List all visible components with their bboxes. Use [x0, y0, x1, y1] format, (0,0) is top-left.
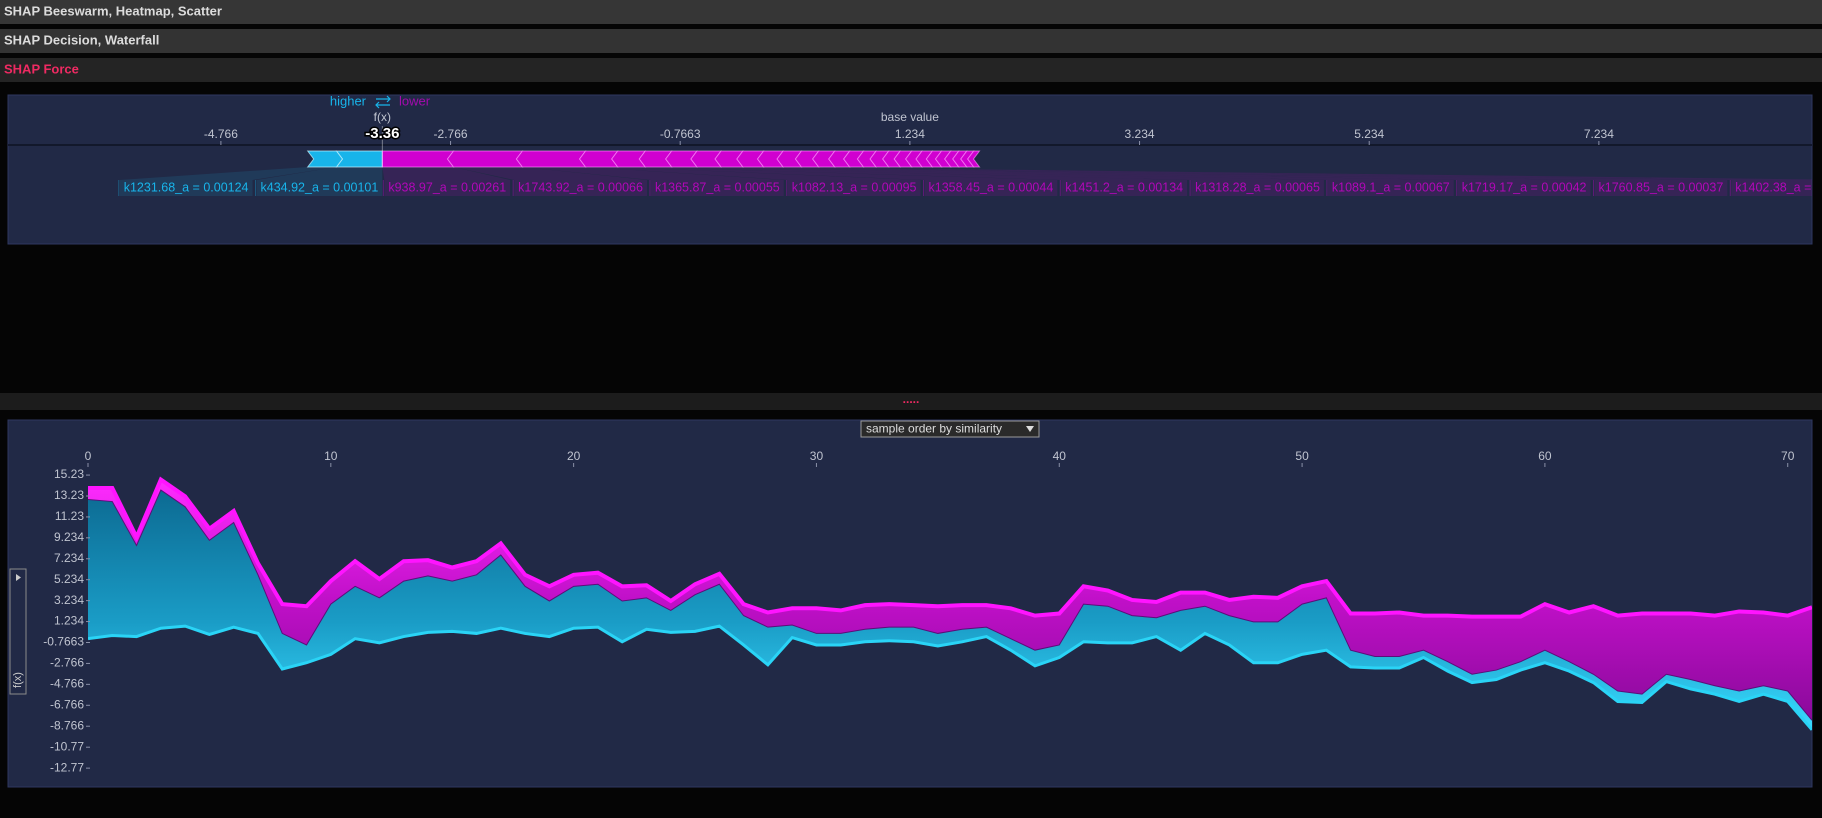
x-tick-label: -0.7663 [660, 127, 701, 141]
y-tick-label: -6.766 [50, 697, 84, 711]
tab-bar[interactable] [0, 29, 1822, 53]
feature-label: k1082.13_a = 0.00095 [792, 180, 917, 194]
legend-lower: lower [399, 93, 431, 108]
x-tick-label: 7.234 [1584, 127, 1614, 141]
x-tick-label: 3.234 [1125, 127, 1155, 141]
x-tick-label: 0 [85, 449, 92, 463]
x-tick-label: -2.766 [434, 127, 468, 141]
legend-swap-icon [375, 95, 391, 109]
y-tick-label: 11.23 [55, 509, 84, 523]
label-connector [453, 167, 647, 196]
force-segment-lower [967, 150, 981, 168]
label-connector [671, 167, 1324, 196]
label-connector [119, 167, 337, 196]
feature-labels: k434.92_a = 0.00101 k1231.68_a = 0.00124 k… [124, 180, 1822, 194]
y-tick-label: -2.766 [50, 656, 84, 670]
tab[interactable]: SHAP Beeswarm, Heatmap, Scatter [4, 3, 222, 18]
order-dropdown[interactable] [860, 420, 1040, 438]
feature-label: k1760.85_a = 0.00037 [1599, 180, 1724, 194]
force-plot: -4.766 -2.766 -0.7663 1.234 3.234 5.234 7.234 b… [118, 93, 1822, 196]
label-connector [617, 167, 1058, 196]
boundary-line [88, 489, 1812, 721]
splitter-handle[interactable]: ..... [903, 392, 920, 406]
force-panel [7, 94, 1813, 245]
label-connector [696, 167, 1454, 196]
y-tick-label: -12.77 [50, 760, 84, 774]
base-value-label: base value [881, 110, 939, 124]
feature-label: k1089.1_a = 0.00067 [1332, 180, 1450, 194]
tab[interactable]: SHAP Decision, Waterfall [4, 32, 159, 47]
feature-label: k1743.92_a = 0.00066 [518, 180, 643, 194]
label-connector [742, 167, 1728, 196]
label-connectors [118, 167, 1812, 196]
feature-label: k1402.38_a = 0.00094 [1735, 180, 1822, 194]
stacked-plot [88, 476, 1812, 731]
force-segment-higher [306, 150, 344, 168]
feature-label: k1719.17_a = 0.00042 [1462, 180, 1587, 194]
x-tick-label: 30 [810, 449, 824, 463]
x-tick-label: 1.234 [895, 127, 925, 141]
y-tick-label: 9.234 [54, 530, 84, 544]
stacked-axes: 0 10 20 30 40 50 60 70 15.23 13.23 11.23 9.234 7.234… [43, 449, 1794, 774]
dropdown-arrow[interactable] [1026, 426, 1034, 432]
label-connector [256, 167, 383, 196]
tab-active[interactable]: SHAP Force [4, 61, 79, 76]
force-segment-lower [381, 150, 455, 168]
y-tick-label: 5.234 [54, 572, 84, 586]
force-bars [306, 150, 981, 168]
y-tick-label: 1.234 [54, 614, 84, 628]
y-tick-label: -8.766 [50, 718, 84, 732]
y-tick-label: -10.77 [50, 739, 84, 753]
y-tick-label: 13.23 [54, 488, 84, 502]
output-value: -3.36 [365, 125, 399, 142]
selector-arrow[interactable] [16, 574, 21, 581]
label-connector [522, 167, 784, 196]
force-segment-lower [446, 150, 524, 168]
legend-higher: higher [330, 93, 367, 108]
force-segment-lower [515, 150, 587, 168]
x-tick-label: 70 [1781, 449, 1795, 463]
label-connector [721, 167, 1591, 196]
boundary-line [88, 624, 1812, 731]
x-tick-label: 10 [324, 449, 338, 463]
feature-label: k1365.87_a = 0.00055 [655, 180, 780, 194]
dropdown-label[interactable]: sample order by similarity [866, 422, 1002, 436]
boundary-line [88, 476, 1812, 619]
feature-label: k1451.2_a = 0.00134 [1065, 180, 1183, 194]
y-tick-label: -0.7663 [43, 635, 84, 649]
y-axis-selector[interactable] [9, 568, 27, 695]
feature-label: k938.97_a = 0.00261 [388, 180, 506, 194]
y-tick-label: 15.23 [54, 467, 84, 481]
splitter[interactable] [0, 393, 1822, 410]
y-tick-label: 3.234 [54, 593, 84, 607]
y-axis-label[interactable]: f(x) [12, 672, 24, 688]
feature-label: k1318.28_a = 0.00065 [1195, 180, 1320, 194]
feature-label: k1358.45_a = 0.00044 [929, 180, 1054, 194]
label-connector [585, 167, 921, 196]
x-tick-label: 5.234 [1354, 127, 1384, 141]
lower-area [88, 490, 1812, 730]
tab-bar[interactable] [0, 58, 1822, 82]
label-connector [382, 167, 511, 196]
y-tick-label: 7.234 [54, 551, 84, 565]
feature-label: k1231.68_a = 0.00124 [124, 180, 249, 194]
label-connector [645, 167, 1188, 196]
x-tick-label: -4.766 [204, 127, 238, 141]
tab-bar[interactable] [0, 0, 1822, 24]
x-tick-label: 50 [1295, 449, 1309, 463]
y-tick-label: -4.766 [50, 677, 84, 691]
feature-label: k434.92_a = 0.00101 [261, 180, 379, 194]
output-label: f(x) [374, 110, 391, 124]
force-segment-higher [335, 150, 383, 168]
x-tick-label: 60 [1538, 449, 1552, 463]
x-tick-label: 20 [567, 449, 581, 463]
x-tick-label: 40 [1053, 449, 1067, 463]
